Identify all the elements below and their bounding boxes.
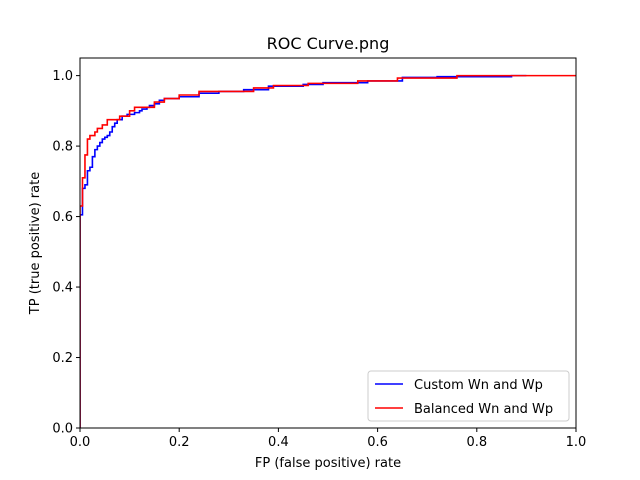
series-line-balanced [80, 74, 576, 428]
legend-label-custom: Custom Wn and Wp [414, 378, 543, 393]
x-tick-label: 0.6 [367, 435, 388, 450]
y-tick-label: 0.4 [52, 281, 73, 296]
plot-area [80, 58, 576, 428]
x-tick-label: 0.0 [70, 435, 91, 450]
plot-frame [79, 57, 577, 429]
chart-title: ROC Curve.png [267, 34, 390, 53]
y-tick-label: 0.8 [52, 140, 73, 155]
y-axis: 0.0 0.2 0.4 0.6 0.8 1.0 [52, 69, 80, 437]
legend: Custom Wn and Wp Balanced Wn and Wp [367, 370, 570, 422]
y-tick-label: 0.2 [52, 351, 73, 366]
x-tick-label: 0.8 [466, 435, 487, 450]
x-tick-label: 0.4 [268, 435, 289, 450]
y-tick-label: 1.0 [52, 69, 73, 84]
y-tick-label: 0.0 [52, 422, 73, 437]
x-tick-label: 0.2 [169, 435, 190, 450]
x-tick-label: 1.0 [566, 435, 587, 450]
x-axis: 0.0 0.2 0.4 0.6 0.8 1.0 [70, 428, 587, 450]
y-axis-label: TP (true positive) rate [28, 172, 43, 315]
legend-box [367, 370, 570, 422]
series-layer [80, 74, 576, 428]
legend-label-balanced: Balanced Wn and Wp [414, 402, 553, 417]
y-tick-label: 0.6 [52, 210, 73, 225]
x-axis-label: FP (false positive) rate [255, 456, 401, 471]
